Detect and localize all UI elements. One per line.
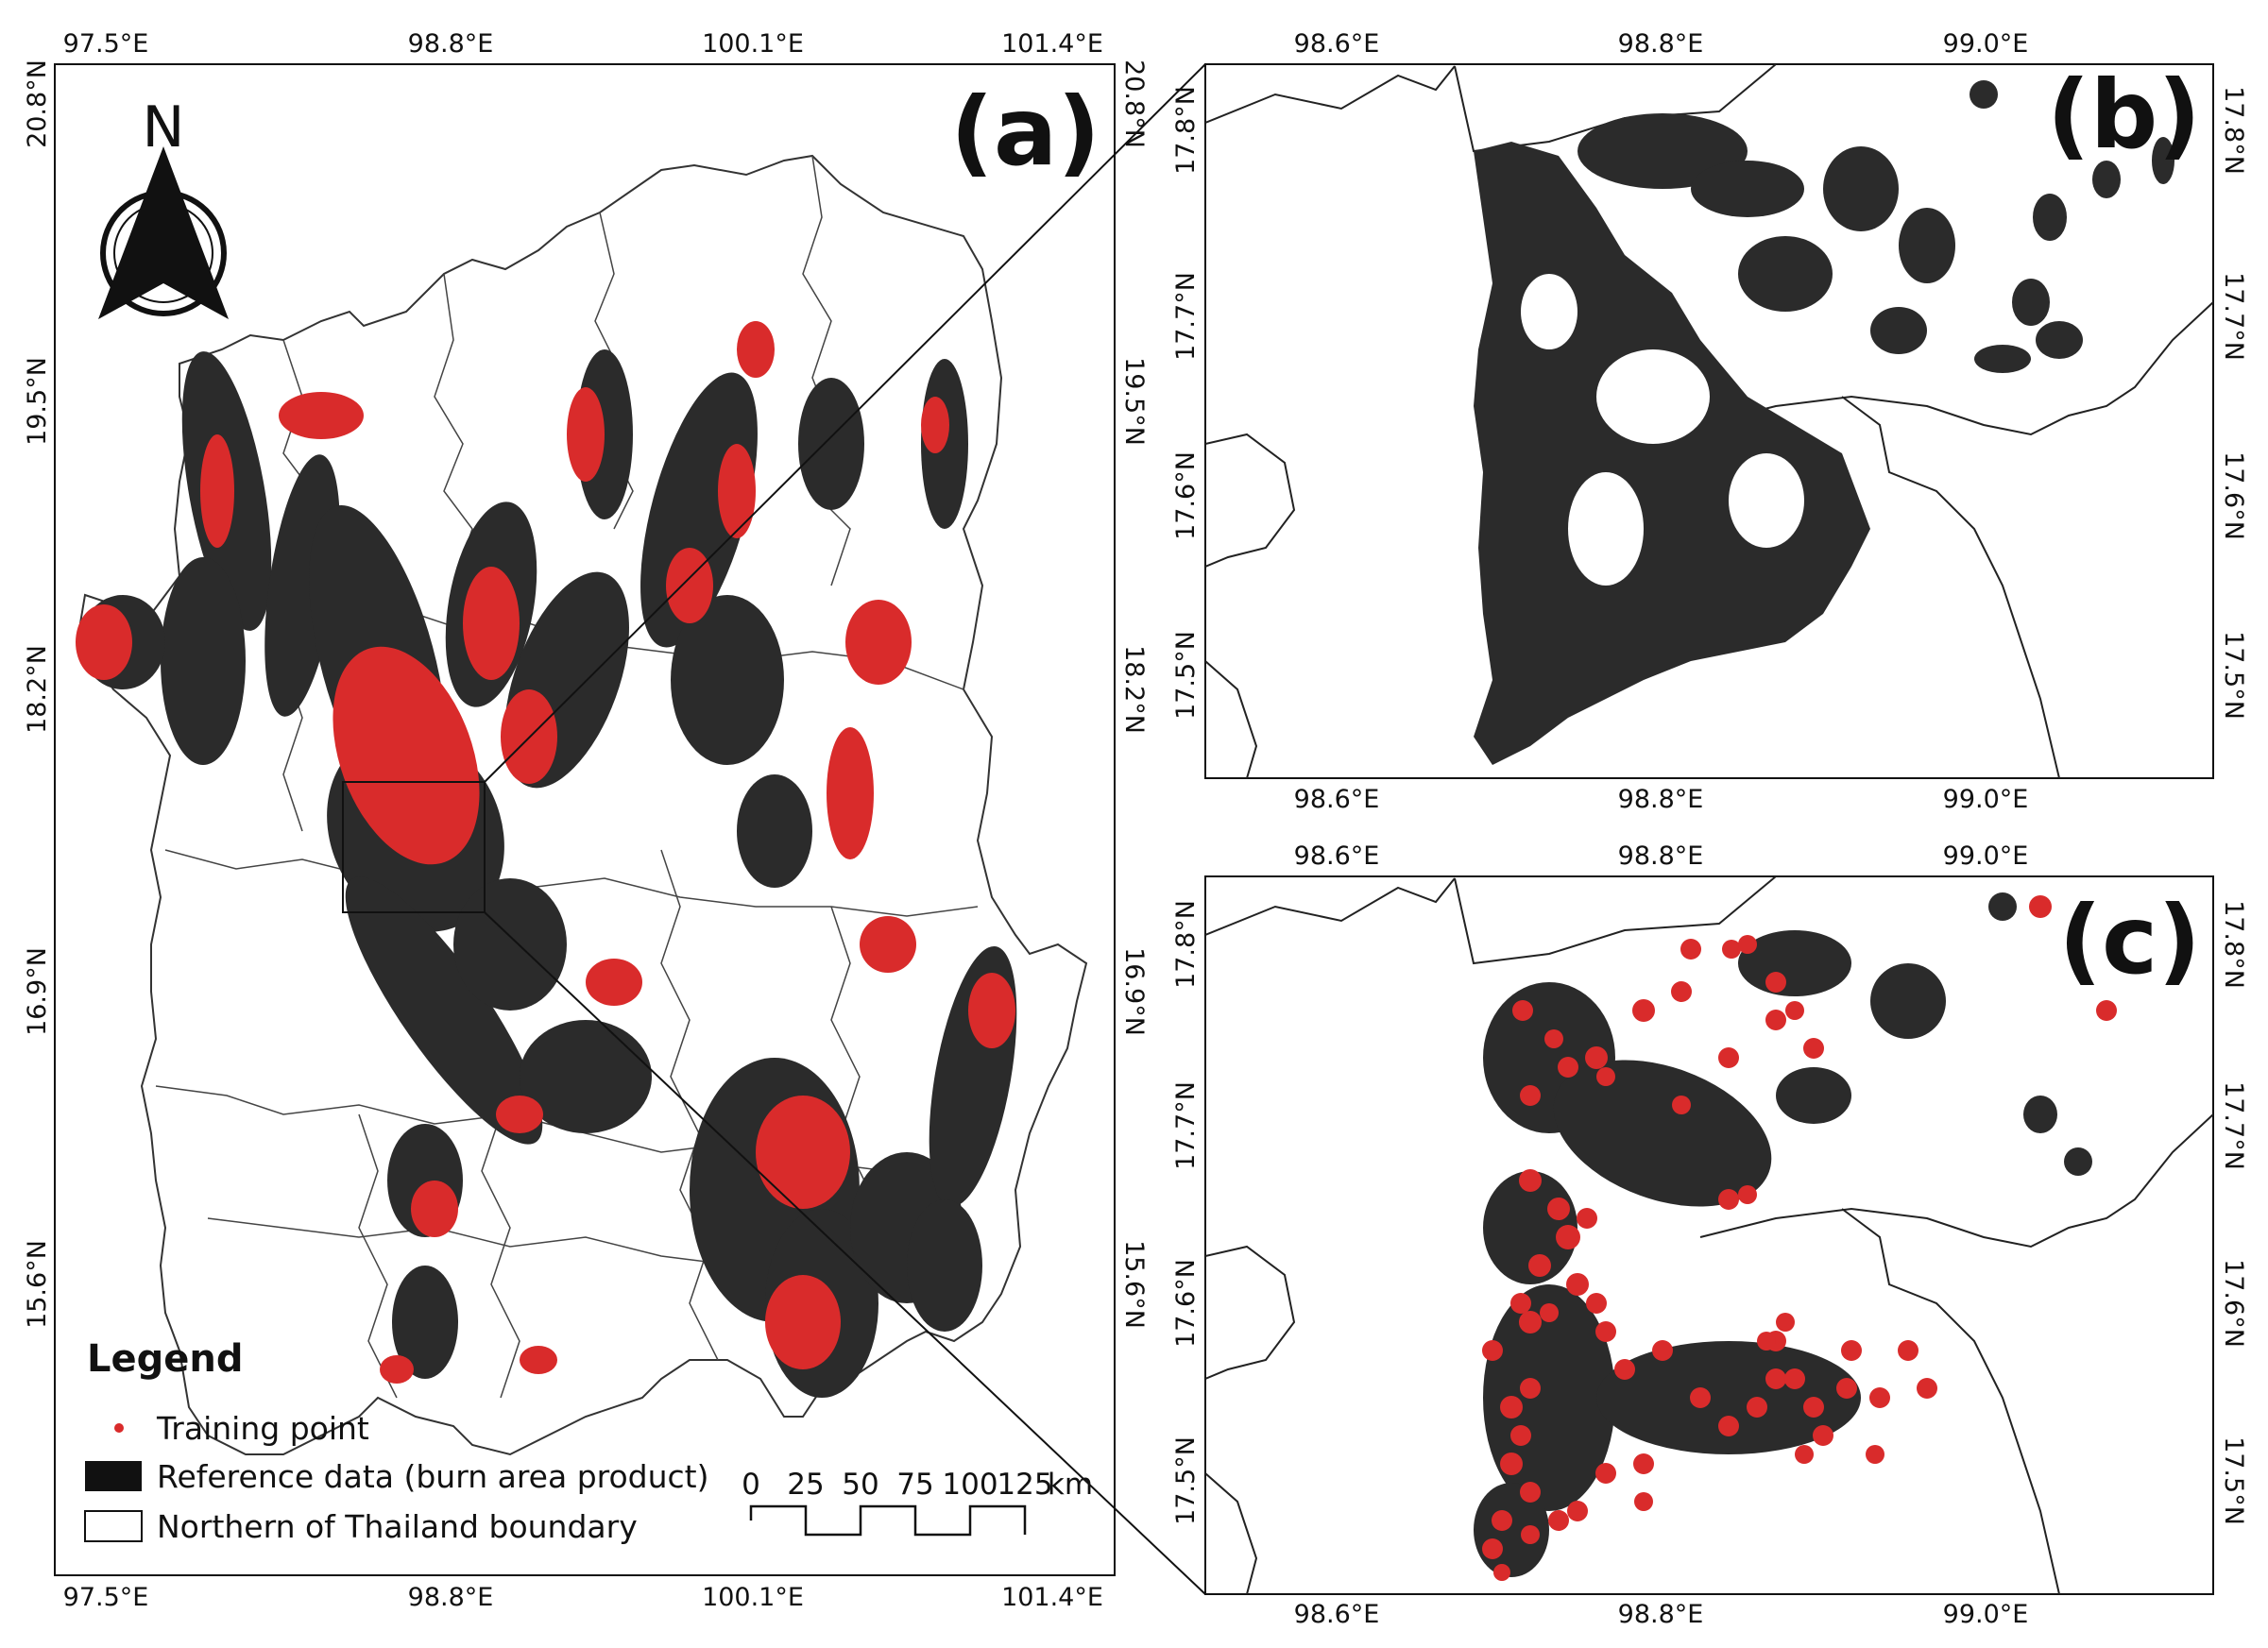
panel-b-y-tick-left: 17.8°N xyxy=(1171,86,1201,175)
panel-b-y-tick-left: 17.5°N xyxy=(1171,631,1201,720)
panel-a-y-ticks-left: 20.8°N 19.5°N 18.2°N 16.9°N 15.6°N xyxy=(23,59,52,1329)
panel-b-y-tick-left: 17.7°N xyxy=(1171,272,1201,361)
panel-c-x-ticks-top: 98.6°E 98.8°E 99.0°E xyxy=(1294,841,2029,871)
panel-a-y-ticks-right: 20.8°N 19.5°N 18.2°N 16.9°N 15.6°N xyxy=(1119,59,1149,1329)
panel-a-y-tick-right: 16.9°N xyxy=(1119,947,1149,1036)
panel-b: (b) 98.6°E 98.8°E 99.0°E 98.6°E 98.8°E 99.0°… xyxy=(1171,29,2248,814)
panel-a-y-tick-left: 16.9°N xyxy=(23,947,52,1036)
panel-a-x-tick-bottom: 98.8°E xyxy=(408,1583,494,1612)
panel-c-y-tick-right: 17.7°N xyxy=(2219,1081,2248,1170)
panel-b-x-tick-top: 98.6°E xyxy=(1294,29,1380,59)
panel-c-label: (c) xyxy=(2058,885,2201,995)
scale-bar-label: 125 xyxy=(997,1468,1052,1502)
legend-item-reference-data: Reference data (burn area product) xyxy=(157,1458,709,1495)
panel-b-y-tick-right: 17.5°N xyxy=(2219,631,2248,720)
panel-a: N (a) 97.5°E 98.8°E 100.1°E 101.4°E 97.5°E 9… xyxy=(23,29,1149,1612)
panel-a-x-tick-bottom: 97.5°E xyxy=(63,1583,149,1612)
panel-b-y-tick-right: 17.6°N xyxy=(2219,451,2248,540)
panel-a-y-tick-right: 15.6°N xyxy=(1119,1240,1149,1329)
panel-c-y-tick-left: 17.5°N xyxy=(1171,1436,1201,1525)
panel-a-y-tick-left: 15.6°N xyxy=(23,1240,52,1329)
zoom-extent-box xyxy=(342,781,486,913)
panel-a-y-tick-left: 19.5°N xyxy=(23,357,52,446)
panel-c-x-tick-bottom: 98.8°E xyxy=(1618,1600,1704,1629)
legend: Legend Training point Reference data (bu… xyxy=(84,1337,709,1545)
scale-bar-label: 50 xyxy=(842,1468,878,1502)
north-arrow-icon xyxy=(98,146,229,319)
panel-c-y-ticks-right: 17.8°N 17.7°N 17.6°N 17.5°N xyxy=(2219,900,2248,1525)
panel-c-y-tick-left: 17.6°N xyxy=(1171,1259,1201,1348)
panel-a-y-tick-left: 18.2°N xyxy=(23,645,52,734)
scale-bar-label: 100 xyxy=(942,1468,998,1502)
scale-bar-line xyxy=(749,1504,1027,1537)
panel-c-x-tick-top: 98.8°E xyxy=(1618,841,1704,871)
panel-b-y-tick-left: 17.6°N xyxy=(1171,451,1201,540)
panel-c: (c) 98.6°E 98.8°E 99.0°E 98.6°E 98.8°E 99.0°… xyxy=(1171,841,2248,1629)
panel-c-y-tick-left: 17.7°N xyxy=(1171,1081,1201,1170)
panel-b-y-ticks-right: 17.8°N 17.7°N 17.6°N 17.5°N xyxy=(2219,86,2248,720)
legend-item-boundary: Northern of Thailand boundary xyxy=(157,1508,638,1545)
panel-c-x-ticks-bottom: 98.6°E 98.8°E 99.0°E xyxy=(1294,1600,2029,1629)
panel-a-x-tick-bottom: 100.1°E xyxy=(702,1583,804,1612)
panel-c-x-tick-bottom: 99.0°E xyxy=(1943,1600,2029,1629)
panel-c-y-tick-right: 17.5°N xyxy=(2219,1436,2248,1525)
training-points-layer-a xyxy=(76,321,1015,1384)
panel-a-y-tick-right: 19.5°N xyxy=(1119,357,1149,446)
panel-c-y-tick-right: 17.8°N xyxy=(2219,900,2248,989)
north-letter: N xyxy=(143,94,185,161)
panel-a-x-tick-top: 98.8°E xyxy=(408,29,494,59)
panel-c-x-tick-top: 98.6°E xyxy=(1294,841,1380,871)
scale-bar-label: 25 xyxy=(787,1468,824,1502)
panel-b-boundaries xyxy=(1205,64,2213,778)
zoom-connector-lines xyxy=(484,63,1206,1595)
panel-b-x-tick-bottom: 99.0°E xyxy=(1943,785,2029,814)
panel-a-x-ticks-bottom: 97.5°E 98.8°E 100.1°E 101.4°E xyxy=(63,1583,1103,1612)
panel-b-x-tick-bottom: 98.6°E xyxy=(1294,785,1380,814)
panel-b-y-tick-right: 17.8°N xyxy=(2219,86,2248,175)
panel-b-x-tick-bottom: 98.8°E xyxy=(1618,785,1704,814)
panel-b-y-ticks-left: 17.8°N 17.7°N 17.6°N 17.5°N xyxy=(1171,86,1201,720)
panel-a-y-tick-right: 18.2°N xyxy=(1119,645,1149,734)
north-arrow: N xyxy=(98,94,229,319)
panel-a-x-ticks-top: 97.5°E 98.8°E 100.1°E 101.4°E xyxy=(63,29,1103,59)
burn-area-scatter-b xyxy=(1577,80,2174,373)
panel-c-y-tick-right: 17.6°N xyxy=(2219,1259,2248,1348)
scale-bar-unit: km xyxy=(1048,1468,1093,1502)
panel-c-boundaries xyxy=(1205,876,2213,1594)
panel-c-y-ticks-left: 17.8°N 17.7°N 17.6°N 17.5°N xyxy=(1171,900,1201,1525)
scale-bar-label: 0 xyxy=(742,1468,760,1502)
legend-boundary-symbol xyxy=(84,1510,143,1542)
panel-a-y-tick-left: 20.8°N xyxy=(23,59,52,148)
legend-title: Legend xyxy=(87,1337,244,1381)
training-points-layer-c xyxy=(1482,895,2117,1581)
panel-a-x-tick-top: 101.4°E xyxy=(1001,29,1103,59)
panel-b-y-tick-right: 17.7°N xyxy=(2219,272,2248,361)
panel-b-x-tick-top: 99.0°E xyxy=(1943,29,2029,59)
panel-b-x-ticks-top: 98.6°E 98.8°E 99.0°E xyxy=(1294,29,2029,59)
panel-c-x-tick-bottom: 98.6°E xyxy=(1294,1600,1380,1629)
panel-a-y-tick-right: 20.8°N xyxy=(1119,59,1149,148)
panel-c-x-tick-top: 99.0°E xyxy=(1943,841,2029,871)
scale-bar-label: 75 xyxy=(896,1468,933,1502)
panel-b-gaps xyxy=(1521,274,1804,586)
panel-a-x-tick-top: 97.5°E xyxy=(63,29,149,59)
panel-a-x-tick-top: 100.1°E xyxy=(702,29,804,59)
legend-item-training-point: Training point xyxy=(156,1410,369,1447)
panel-b-label: (b) xyxy=(2047,59,2201,170)
panel-b-x-tick-top: 98.8°E xyxy=(1618,29,1704,59)
panel-b-x-ticks-bottom: 98.6°E 98.8°E 99.0°E xyxy=(1294,785,2029,814)
panel-a-x-tick-bottom: 101.4°E xyxy=(1001,1583,1103,1612)
panel-c-y-tick-left: 17.8°N xyxy=(1171,900,1201,989)
legend-burn-area-symbol xyxy=(85,1461,142,1491)
legend-training-point-symbol xyxy=(114,1423,124,1433)
panel-a-label: (a) xyxy=(950,76,1100,187)
